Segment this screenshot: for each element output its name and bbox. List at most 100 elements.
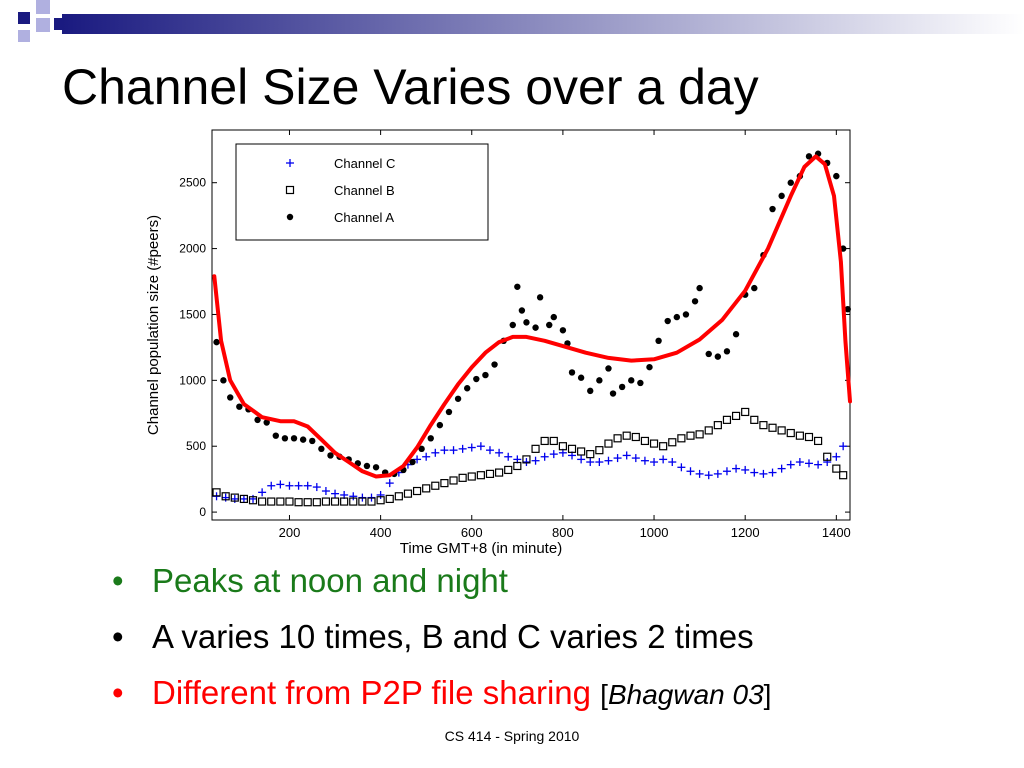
channel-c-point — [331, 489, 340, 498]
channel-b-point — [239, 494, 249, 504]
channel-c-point — [713, 469, 722, 478]
channel-a-point — [723, 348, 731, 355]
channel-c-point — [677, 463, 686, 472]
title-decoration — [18, 0, 1024, 42]
y-axis-label: Channel population size (#peers) — [145, 215, 162, 435]
citation: [Bhagwan 03] — [600, 679, 771, 710]
bullet-text-1: Peaks at noon and night — [152, 562, 508, 599]
channel-b-point — [649, 439, 659, 448]
channel-a-point — [281, 435, 289, 442]
channel-a-point — [559, 327, 567, 334]
channel-c-point — [668, 458, 677, 467]
bullet-item-1: • Peaks at noon and night — [112, 562, 771, 618]
channel-b-point — [485, 469, 495, 478]
channel-a-point — [318, 445, 325, 453]
bullet-text-2: A varies 10 times, B and C varies 2 time… — [152, 618, 754, 655]
channel-c-point — [804, 459, 813, 468]
deco-square-light-2 — [36, 18, 50, 32]
channel-c-point — [823, 458, 832, 467]
channel-b-point — [504, 465, 513, 475]
channel-a-point — [568, 369, 576, 376]
channel-a-point — [705, 350, 712, 358]
chart-legend: Channel C Channel B Channel A — [235, 143, 489, 241]
channel-a-point — [637, 379, 644, 387]
channel-a-point — [536, 294, 544, 301]
channel-b-point — [804, 432, 814, 442]
x-tick-label: 1000 — [640, 525, 669, 540]
channel-c-point — [686, 467, 695, 476]
channel-c-point — [312, 483, 321, 492]
channel-b-point — [832, 464, 841, 473]
bullet-dot: • — [112, 618, 124, 655]
bullet-item-3: • Different from P2P file sharing [Bhagw… — [112, 674, 771, 730]
channel-b-point — [586, 450, 595, 459]
channel-c-point — [449, 446, 458, 455]
channel-c-point — [221, 493, 230, 502]
channel-a-point — [732, 331, 740, 338]
channel-c-point — [659, 455, 668, 464]
channel-b-point — [412, 486, 422, 496]
channel-c-point — [413, 455, 422, 464]
channel-a-point — [618, 383, 626, 391]
channel-b-point — [258, 497, 267, 506]
channel-a-point — [682, 311, 690, 318]
y-tick-label: 1500 — [179, 307, 206, 321]
channel-b-point — [604, 439, 613, 448]
channel-a-point — [587, 387, 594, 395]
channel-b-point — [731, 411, 741, 421]
channel-c-point — [549, 450, 558, 459]
channel-a-point — [805, 153, 813, 160]
legend-label-channel-a: Channel A — [334, 210, 394, 225]
channel-c-point — [704, 471, 713, 480]
slide-footer: CS 414 - Spring 2010 — [444, 728, 580, 744]
y-tick-label: 500 — [186, 439, 206, 453]
channel-b-point — [294, 498, 303, 507]
x-tick-label: 1200 — [731, 525, 760, 540]
channel-a-point — [844, 305, 851, 313]
channel-a-point — [327, 452, 334, 459]
channel-b-point — [722, 415, 732, 424]
channel-b-point — [449, 476, 458, 485]
channel-b-point — [476, 471, 485, 480]
channel-b-point — [212, 488, 221, 497]
channel-b-point — [522, 455, 531, 464]
channel-a-point — [363, 462, 371, 470]
channel-b-point — [558, 442, 567, 451]
y-tick-label: 2500 — [179, 176, 206, 190]
legend-label-channel-b: Channel B — [334, 183, 395, 198]
channel-b-point — [577, 447, 586, 456]
x-tick-label: 800 — [552, 525, 574, 540]
citation-open-bracket: [ — [600, 679, 608, 710]
channel-a-point — [646, 363, 653, 371]
channel-c-point — [249, 494, 258, 503]
channel-a-point — [532, 324, 539, 331]
channel-a-point — [290, 435, 298, 442]
channel-b-point — [549, 436, 558, 446]
channel-b-point — [330, 497, 340, 506]
channel-c-point — [431, 448, 440, 457]
channel-c-point — [294, 481, 303, 490]
channel-b-point — [385, 494, 394, 504]
channel-b-point — [668, 438, 677, 447]
channel-a-point — [263, 419, 270, 426]
channel-c-point — [795, 458, 804, 467]
channel-b-point — [285, 497, 294, 506]
channel-a-point — [299, 436, 307, 443]
fit-curve — [212, 154, 852, 479]
channel-b-point — [394, 492, 403, 501]
channel-b-point — [276, 497, 285, 506]
channel-b-point — [786, 428, 795, 438]
channel-c-point — [522, 458, 531, 467]
citation-close-bracket: ] — [763, 679, 772, 710]
channel-b-point — [795, 431, 804, 440]
channel-c-point — [595, 458, 604, 467]
channel-a-point — [751, 284, 758, 292]
channel-c-point — [531, 456, 540, 465]
channel-b-point — [741, 407, 750, 417]
channel-b-point — [349, 497, 358, 506]
channel-b-point — [340, 497, 349, 506]
channel-c-point — [814, 460, 823, 469]
channel-b-point — [777, 426, 786, 435]
channel-b-point — [713, 421, 722, 430]
channel-a-point — [464, 385, 471, 392]
